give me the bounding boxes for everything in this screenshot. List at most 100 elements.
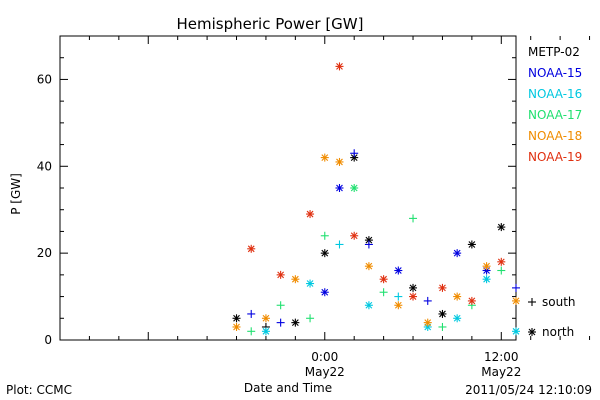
legend-symbol-label: north xyxy=(542,325,574,339)
marker-stroke xyxy=(247,245,255,253)
data-point xyxy=(261,327,270,336)
data-point xyxy=(247,327,256,336)
data-point xyxy=(320,249,329,258)
marker-stroke xyxy=(453,314,461,322)
y-axis-label: P [GW] xyxy=(9,173,23,215)
data-point xyxy=(306,314,315,323)
data-point xyxy=(512,283,520,292)
marker-stroke xyxy=(321,288,329,296)
data-point xyxy=(261,314,270,323)
y-tick-label: 40 xyxy=(37,159,52,173)
series-metp-02 xyxy=(232,153,506,331)
footer-plot-credit: Plot: CCMC xyxy=(6,383,72,397)
x-axis: 0:00May2212:00May220:00May2312:00May230:… xyxy=(88,36,591,379)
data-point xyxy=(453,249,462,258)
marker-stroke xyxy=(409,293,417,300)
x-tick-label-date: May22 xyxy=(305,365,345,379)
data-point xyxy=(306,279,315,288)
data-point xyxy=(320,231,329,240)
data-point xyxy=(379,288,388,297)
marker-stroke xyxy=(497,258,505,266)
series-noaa-17 xyxy=(247,184,506,336)
marker-stroke xyxy=(409,284,417,292)
data-point xyxy=(276,301,285,310)
series-noaa-16 xyxy=(261,240,520,336)
marker-stroke xyxy=(468,297,476,305)
marker-stroke xyxy=(394,267,402,274)
marker-stroke xyxy=(336,63,343,70)
series-noaa-19 xyxy=(247,62,506,305)
legend-symbol-label: south xyxy=(542,295,576,309)
marker-stroke xyxy=(291,275,299,283)
marker-stroke xyxy=(262,314,270,322)
chart-title: Hemispheric Power [GW] xyxy=(177,15,364,33)
marker-stroke xyxy=(350,232,358,240)
data-point xyxy=(247,309,256,318)
data-point xyxy=(497,223,506,232)
series-noaa-18 xyxy=(232,153,520,331)
y-tick-label: 0 xyxy=(44,333,52,347)
marker-stroke xyxy=(512,327,520,335)
marker-stroke xyxy=(497,223,505,231)
legend-entry: NOAA-18 xyxy=(528,129,582,143)
marker-stroke xyxy=(350,184,358,192)
data-point xyxy=(335,184,344,192)
marker-stroke xyxy=(439,310,446,318)
data-point xyxy=(423,318,432,327)
data-point xyxy=(497,257,506,266)
data-point xyxy=(512,327,520,336)
data-point xyxy=(291,318,300,327)
marker-stroke xyxy=(336,184,343,192)
legend: METP-02 NOAA-15 NOAA-16 NOAA-17 NOAA-18 NOAA-… xyxy=(528,45,582,339)
data-point xyxy=(306,210,315,219)
legend-entry: NOAA-19 xyxy=(528,150,582,164)
marker-stroke xyxy=(350,154,358,161)
marker-stroke xyxy=(483,262,490,270)
marker-stroke xyxy=(424,319,432,327)
data-point xyxy=(394,292,403,301)
data-point xyxy=(423,296,432,305)
y-axis: 0 20 40 60 xyxy=(37,35,516,347)
data-point xyxy=(482,262,491,271)
data-point xyxy=(364,240,373,249)
marker-stroke xyxy=(291,319,299,327)
marker-stroke xyxy=(336,158,343,166)
marker-stroke xyxy=(306,280,314,287)
data-point xyxy=(453,314,462,323)
data-point xyxy=(467,296,476,305)
data-point xyxy=(438,322,447,331)
data-point xyxy=(232,322,241,331)
marker-stroke xyxy=(380,275,388,283)
plot-frame xyxy=(59,35,517,341)
data-point xyxy=(453,292,462,301)
data-point xyxy=(497,266,506,275)
data-point xyxy=(394,301,403,310)
marker-stroke xyxy=(483,275,490,283)
legend-symbol xyxy=(528,328,536,336)
data-point xyxy=(335,240,344,249)
data-point xyxy=(335,62,344,71)
marker-stroke xyxy=(528,328,536,336)
legend-entry: NOAA-17 xyxy=(528,108,582,122)
data-point xyxy=(409,283,418,292)
plot-area xyxy=(59,35,517,341)
data-point xyxy=(320,153,329,162)
marker-stroke xyxy=(277,271,285,279)
data-point xyxy=(467,240,476,249)
legend-entry: NOAA-16 xyxy=(528,87,582,101)
y-tick-label: 20 xyxy=(37,246,52,260)
data-point xyxy=(364,262,373,271)
data-point xyxy=(247,244,256,253)
marker-stroke xyxy=(439,284,446,292)
data-point xyxy=(409,292,418,301)
data-point xyxy=(350,149,359,158)
data-markers xyxy=(232,62,520,336)
data-point xyxy=(438,283,447,292)
marker-stroke xyxy=(306,210,314,218)
marker-stroke xyxy=(453,249,461,257)
data-point xyxy=(364,301,373,310)
marker-stroke xyxy=(233,323,240,331)
legend-entry: NOAA-15 xyxy=(528,66,582,80)
x-tick-label-time: 12:00 xyxy=(484,350,519,364)
y-tick-label: 60 xyxy=(37,72,52,86)
